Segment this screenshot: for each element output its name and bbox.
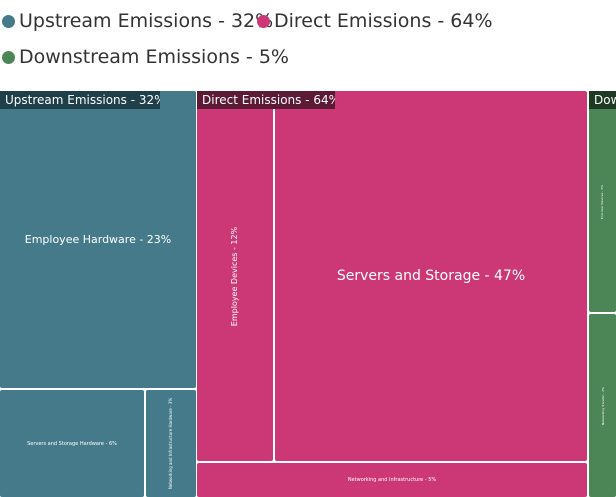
legend-label-upstream: Upstream Emissions - 32% [19, 10, 274, 32]
treemap-group-header-downstream-emissions[interactable]: Dow [589, 91, 616, 109]
treemap-tile-label: Servers and Storage - 47% [336, 268, 526, 284]
treemap-tile-label: Networking Transfer - 2% [600, 386, 605, 425]
treemap-tile-networking-transfer[interactable]: Networking Transfer - 2% [589, 314, 616, 497]
treemap-tile-networking-and-infrastructure-hardware[interactable]: Networking and Infrastructure Hardware -… [146, 390, 196, 497]
legend-item-upstream[interactable]: Upstream Emissions - 32% [2, 10, 273, 32]
treemap-tile-end-user-devices[interactable]: End-User Devices - 3% [589, 91, 616, 312]
legend-dot-direct [257, 14, 270, 28]
legend-item-downstream[interactable]: Downstream Emissions - 5% [2, 46, 289, 68]
treemap-group-header-direct-emissions[interactable]: Direct Emissions - 64% [197, 91, 335, 109]
treemap-tile-label: End-User Devices - 3% [600, 184, 605, 219]
treemap-tile-label: Employee Hardware - 23% [24, 233, 172, 246]
treemap-tile-networking-and-infrastructure[interactable]: Networking and Infrastructure - 5% [197, 463, 587, 497]
legend-item-direct[interactable]: Direct Emissions - 64% [257, 10, 493, 32]
treemap-tile-label: Servers and Storage Hardware - 6% [27, 440, 117, 447]
legend-label-direct: Direct Emissions - 64% [274, 10, 493, 32]
treemap-tile-label: Networking and Infrastructure Hardware -… [168, 397, 174, 490]
treemap-tile-label: Employee Devices - 12% [230, 226, 240, 326]
treemap-tile-employee-devices[interactable]: Employee Devices - 12% [197, 91, 273, 461]
treemap-group-header-upstream-emissions[interactable]: Upstream Emissions - 32% [0, 91, 160, 109]
treemap-tile-employee-hardware[interactable]: Employee Hardware - 23% [0, 91, 196, 388]
treemap-tile-servers-and-storage-hardware[interactable]: Servers and Storage Hardware - 6% [0, 390, 144, 497]
treemap-tile-servers-and-storage[interactable]: Servers and Storage - 47% [275, 91, 587, 461]
legend-label-downstream: Downstream Emissions - 5% [19, 46, 289, 68]
legend-dot-downstream [2, 50, 15, 64]
legend-dot-upstream [2, 14, 15, 28]
treemap-tile-label: Networking and Infrastructure - 5% [347, 477, 437, 483]
